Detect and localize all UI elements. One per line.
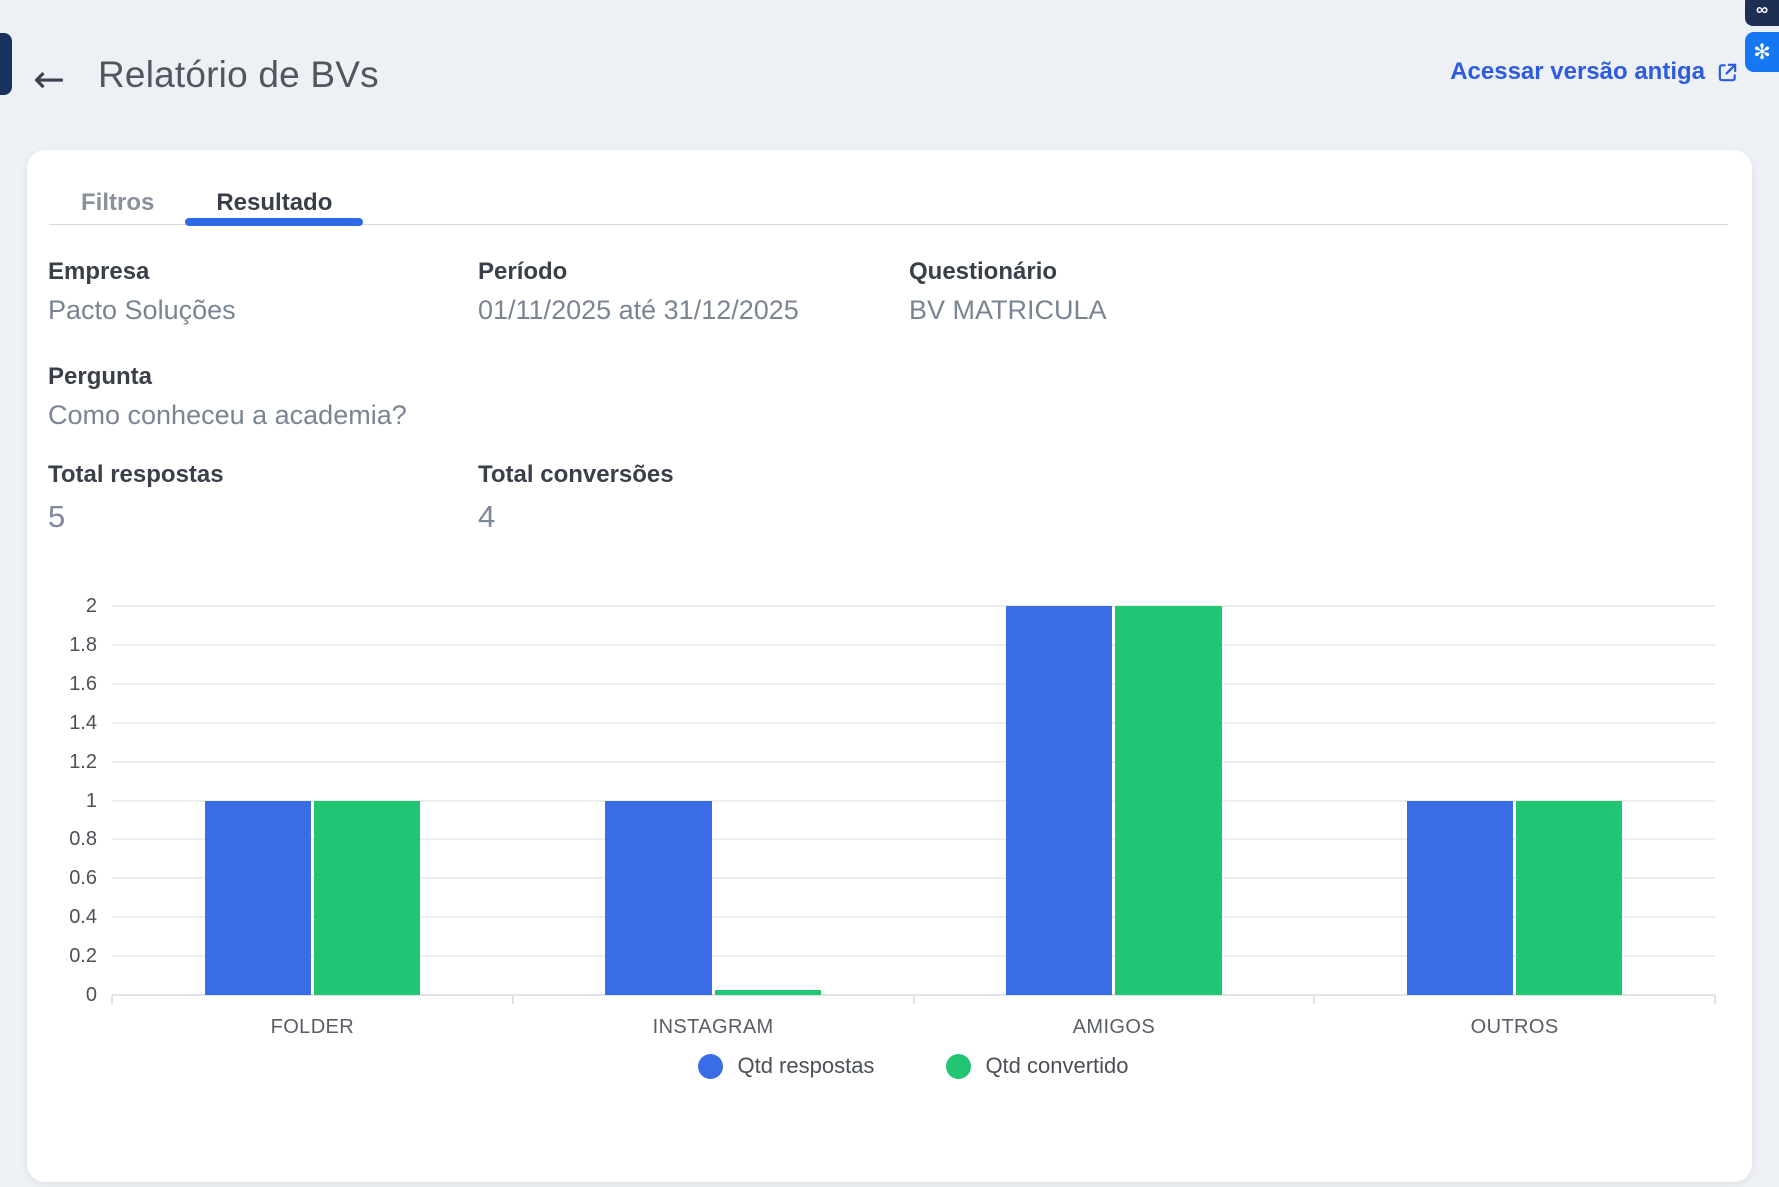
bar-group-instagram xyxy=(513,606,914,995)
bar-amigos-qtd-convertido[interactable] xyxy=(1115,606,1222,995)
y-tick-label: 2 xyxy=(85,595,97,617)
x-axis-tick xyxy=(912,995,915,1004)
field-pergunta: Pergunta Como conheceu a academia? xyxy=(48,362,407,432)
x-axis-tick xyxy=(1313,995,1316,1004)
y-tick-label: 1.4 xyxy=(69,711,97,734)
extension-button-chatgpt[interactable]: ✻ xyxy=(1745,32,1779,72)
pergunta-value: Como conheceu a academia? xyxy=(48,400,407,430)
total-conversoes-label: Total conversões xyxy=(478,461,674,488)
y-tick-label: 0.8 xyxy=(69,828,97,851)
y-tick-label: 1.8 xyxy=(69,633,97,656)
tabs: Filtros Resultado xyxy=(50,180,364,226)
tab-resultado-label: Resultado xyxy=(216,188,333,216)
total-respostas-label: Total respostas xyxy=(48,461,224,488)
extension-button-top[interactable]: ∞ xyxy=(1745,0,1779,26)
field-empresa: Empresa Pacto Soluções xyxy=(48,257,236,327)
bar-amigos-qtd-respostas[interactable] xyxy=(1006,606,1113,995)
y-tick-label: 1 xyxy=(85,789,97,812)
chart-legend: Qtd respostas Qtd convertido xyxy=(112,1053,1715,1079)
field-total-conversoes: Total conversões 4 xyxy=(478,460,674,534)
openai-icon: ✻ xyxy=(1753,40,1771,64)
gridline xyxy=(112,955,1715,958)
y-tick-label: 0.2 xyxy=(69,945,97,968)
x-category-label-outros: OUTROS xyxy=(1470,1016,1559,1038)
old-version-link-label: Acessar versão antiga xyxy=(1450,58,1705,85)
bar-folder-qtd-convertido[interactable] xyxy=(313,800,421,995)
x-category-label-instagram: INSTAGRAM xyxy=(652,1016,774,1038)
questionario-label: Questionário xyxy=(909,258,1058,285)
gridline xyxy=(112,605,1715,607)
gridline xyxy=(112,760,1715,763)
chart-x-labels: FOLDER INSTAGRAM AMIGOS OUTROS xyxy=(112,1016,1715,1039)
tab-resultado[interactable]: Resultado xyxy=(185,180,364,226)
back-arrow-icon: ← xyxy=(33,57,65,101)
field-total-respostas: Total respostas 5 xyxy=(48,460,224,534)
gridline xyxy=(112,838,1715,841)
old-version-link[interactable]: Acessar versão antiga xyxy=(1450,58,1739,86)
gridline xyxy=(112,682,1715,685)
bar-instagram-qtd-convertido[interactable] xyxy=(714,990,821,995)
left-edge-drawer-handle[interactable] xyxy=(0,33,12,95)
x-axis-line xyxy=(112,994,1715,996)
legend-dot xyxy=(698,1053,724,1079)
legend-dot xyxy=(946,1053,972,1079)
bar-group-folder xyxy=(112,606,513,995)
bar-outros-qtd-convertido[interactable] xyxy=(1516,800,1623,995)
back-button[interactable]: ← xyxy=(26,56,72,102)
total-respostas-value: 5 xyxy=(48,499,66,534)
x-axis-tick xyxy=(111,995,113,1004)
x-category-label-amigos: AMIGOS xyxy=(1072,1016,1156,1038)
empresa-value: Pacto Soluções xyxy=(48,295,236,325)
y-tick-label: 0 xyxy=(85,984,97,1006)
page-title: Relatório de BVs xyxy=(98,54,379,95)
pergunta-label: Pergunta xyxy=(48,363,153,390)
chart-plot xyxy=(111,605,1716,1004)
gridline xyxy=(112,877,1715,880)
empresa-label: Empresa xyxy=(48,258,150,285)
gridline xyxy=(112,799,1715,802)
bar-folder-qtd-respostas[interactable] xyxy=(204,800,311,995)
report-card: Filtros Resultado Empresa Pacto Soluções… xyxy=(27,150,1752,1182)
x-axis-tick xyxy=(511,995,514,1004)
legend-item-qtd-convertido[interactable]: Qtd convertido xyxy=(946,1053,1129,1079)
field-questionario: Questionário BV MATRICULA xyxy=(909,257,1107,327)
bar-group-outros xyxy=(1314,606,1715,995)
field-periodo: Período 01/11/2025 até 31/12/2025 xyxy=(478,257,799,327)
legend-item-qtd-respostas[interactable]: Qtd respostas xyxy=(698,1053,874,1079)
x-category-label-folder: FOLDER xyxy=(270,1016,355,1038)
questionario-value: BV MATRICULA xyxy=(909,295,1107,325)
y-tick-label: 1.6 xyxy=(69,672,97,695)
y-tick-label: 1.2 xyxy=(69,750,97,773)
tab-filtros-label: Filtros xyxy=(81,188,155,216)
y-tick-label: 0.4 xyxy=(69,906,97,929)
infinity-icon: ∞ xyxy=(1755,0,1769,19)
legend-label: Qtd respostas xyxy=(737,1053,875,1078)
gridline xyxy=(112,916,1715,919)
bar-instagram-qtd-respostas[interactable] xyxy=(605,800,712,995)
total-conversoes-value: 4 xyxy=(478,499,496,534)
active-tab-underline xyxy=(185,218,364,226)
chart-y-axis: 0 0.2 0.4 0.6 0.8 1 1.2 1.4 1.6 1.8 2 xyxy=(27,596,97,1005)
gridline xyxy=(112,643,1715,646)
periodo-value: 01/11/2025 até 31/12/2025 xyxy=(478,295,799,325)
x-axis-tick xyxy=(1714,995,1716,1004)
external-link-icon xyxy=(1718,63,1737,81)
y-tick-label: 0.6 xyxy=(69,867,97,890)
gridline xyxy=(112,721,1715,724)
tabs-divider xyxy=(49,224,1728,225)
bar-outros-qtd-respostas[interactable] xyxy=(1406,800,1514,995)
bar-group-amigos xyxy=(914,606,1315,995)
legend-label: Qtd convertido xyxy=(985,1053,1129,1078)
tab-filtros[interactable]: Filtros xyxy=(50,180,185,225)
periodo-label: Período xyxy=(478,258,568,285)
